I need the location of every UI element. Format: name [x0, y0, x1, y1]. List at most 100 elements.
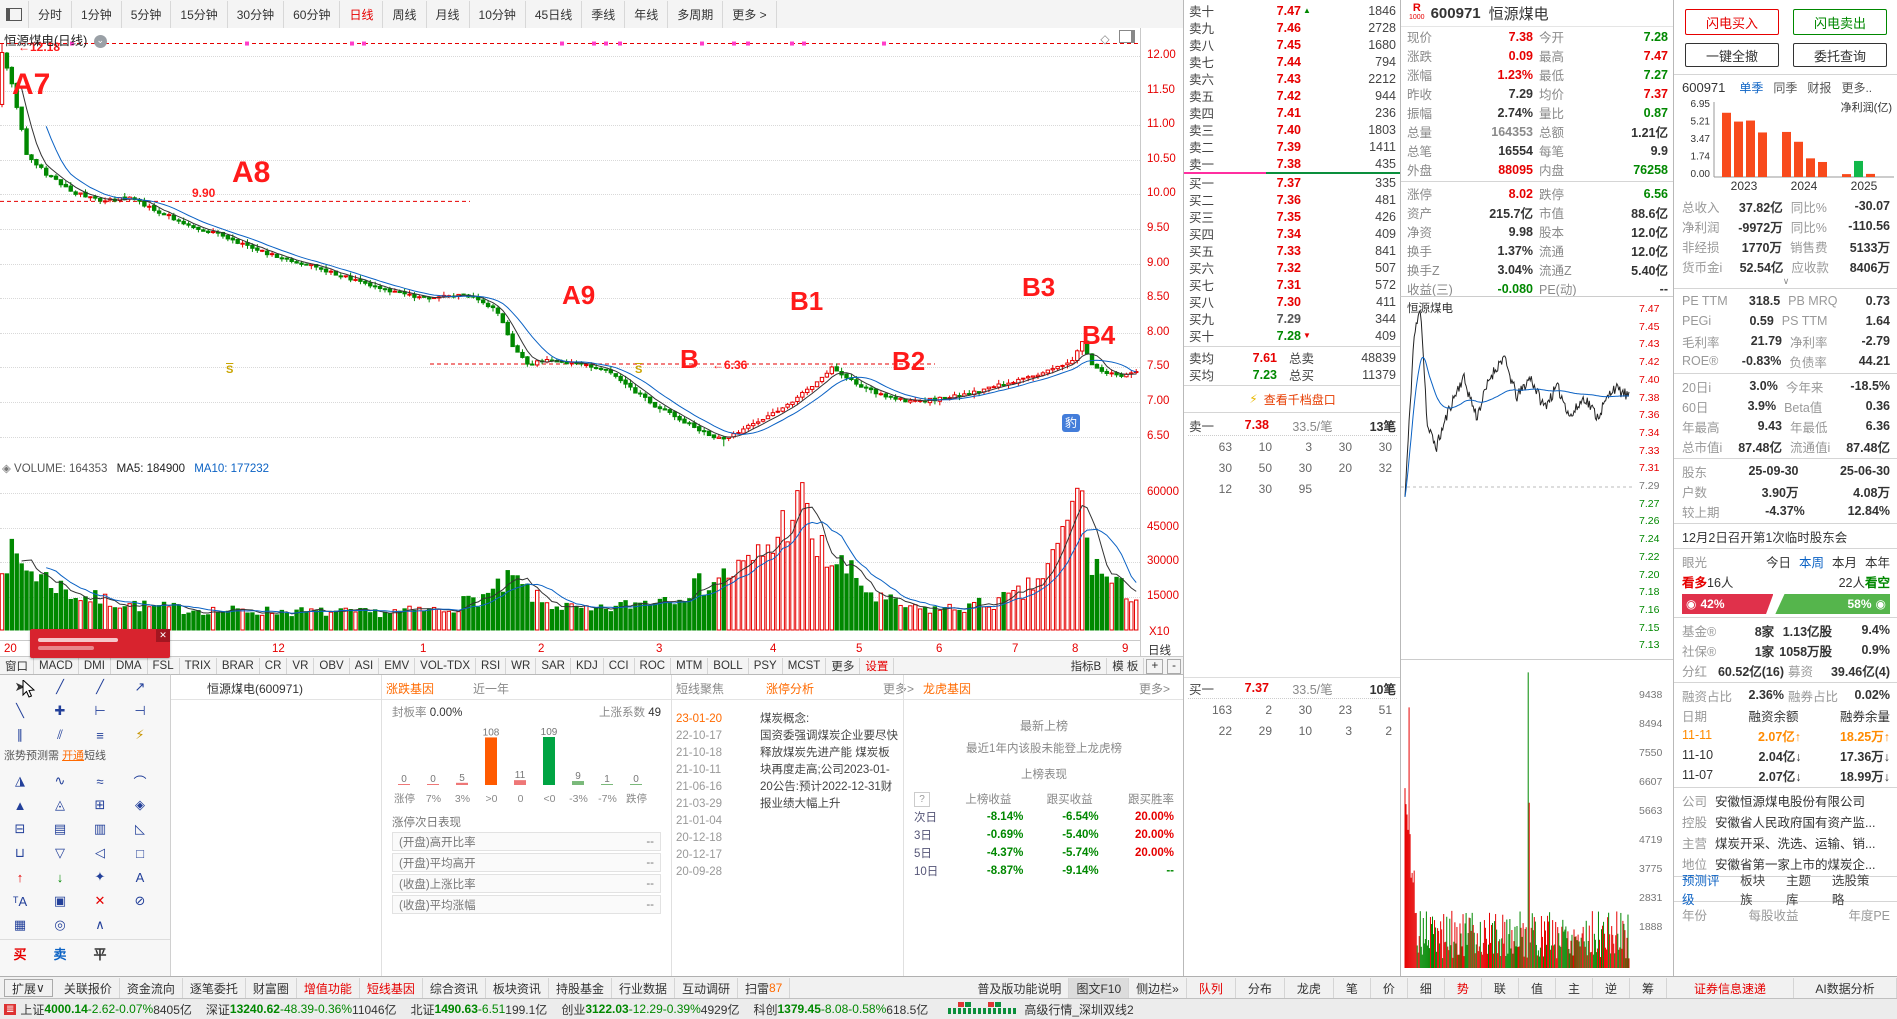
draw-tool-4-3[interactable]: ◈ [135, 797, 145, 812]
intraday-volume-canvas[interactable] [1401, 660, 1633, 974]
indicator-tab-OBV[interactable]: OBV [314, 657, 350, 675]
info-tab-AI数据分析[interactable]: AI数据分析 [1794, 977, 1897, 999]
period-tab-60分钟[interactable]: 60分钟 [284, 0, 341, 28]
period-tab-更多 >[interactable]: 更多 > [723, 0, 777, 28]
draw-tool-2-2[interactable]: ≡ [96, 727, 104, 743]
date-item[interactable]: 21-01-04 [676, 815, 723, 827]
period-tab-月线[interactable]: 月线 [427, 0, 470, 28]
orderbook-row-sell-2[interactable]: 卖八 7.45 1680 [1184, 36, 1401, 54]
draw-tool-2-1[interactable]: ⫽ [57, 727, 63, 742]
orderbook-row-buy-7[interactable]: 买八 7.30 411 [1184, 293, 1401, 311]
flash-buy-button[interactable]: 闪电买入 [1685, 9, 1779, 35]
link-主题库[interactable]: 主题库 [1786, 874, 1812, 907]
indicator-right-+[interactable]: + [1146, 658, 1164, 674]
close-icon[interactable]: ✕ [156, 629, 170, 642]
draw-tool-3-0[interactable]: ◮ [15, 773, 25, 788]
draw-tool-2-3[interactable]: ⚡ [135, 727, 145, 742]
sentiment-tab-本月[interactable]: 本月 [1831, 555, 1857, 570]
period-tab-5分钟[interactable]: 5分钟 [122, 0, 172, 28]
orderbook-row-buy-6[interactable]: 买七 7.31 572 [1184, 276, 1401, 294]
draw-tool-0-2[interactable]: ╱ [96, 679, 104, 694]
draw-tool-7-3[interactable]: A [135, 869, 145, 885]
view-tab-联[interactable]: 联 [1482, 977, 1519, 999]
bottom-tab-资金流向[interactable]: 资金流向 [120, 977, 183, 999]
indicator-tab-MCST[interactable]: MCST [783, 657, 827, 675]
indicator-tab-窗口[interactable]: 窗口 [0, 657, 34, 675]
diamond-icon[interactable]: ◇ [1100, 32, 1110, 46]
pane-icon[interactable] [1119, 30, 1135, 43]
view-tab-主[interactable]: 主 [1556, 977, 1593, 999]
indicator-tab-BRAR[interactable]: BRAR [217, 657, 260, 675]
draw-tool-8-2[interactable]: ✕ [94, 893, 106, 908]
intraday-mini-chart[interactable]: 恒源煤电 7.47 7.45 7.43 7.42 7.40 7.38 7.36 7.34 7.3… [1400, 296, 1674, 977]
draw-tool-7-2[interactable]: ✦ [94, 869, 106, 884]
draw-tool-6-0[interactable]: ⊔ [14, 845, 26, 860]
bottom-mid-普及版功能说明[interactable]: 普及版功能说明 [970, 977, 1070, 999]
date-item[interactable]: 21-10-18 [676, 747, 723, 759]
indicator-tab-DMI[interactable]: DMI [79, 657, 111, 675]
index-北证[interactable]: 北证 1490.63 -6.51 199.1亿 [411, 1001, 548, 1018]
date-item[interactable]: 20-09-28 [676, 866, 723, 878]
finance-tab-同季[interactable]: 同季 [1773, 80, 1798, 95]
link-板块族[interactable]: 板块族 [1740, 874, 1766, 907]
date-item[interactable]: 23-01-20 [676, 713, 723, 725]
bottom-tab-财富圈[interactable]: 财富圈 [246, 977, 297, 999]
view-tab-值[interactable]: 值 [1519, 977, 1556, 999]
view-tab-分布[interactable]: 分布 [1236, 977, 1285, 999]
thousand-depth-link[interactable]: ⚡ 查看千档盘口 [1184, 388, 1401, 410]
tab-recent-year[interactable]: 近一年 [473, 682, 510, 696]
indicator-right-指标B[interactable]: 指标B [1066, 657, 1108, 675]
shortline-more-link[interactable]: 更多> [883, 682, 915, 696]
open-shortline-link[interactable]: 开通 [62, 750, 85, 762]
view-tab-势[interactable]: 势 [1445, 977, 1482, 999]
finance-tab-财报[interactable]: 财报 [1807, 80, 1832, 95]
orderbook-row-sell-8[interactable]: 卖二 7.39 1411 [1184, 138, 1401, 156]
draw-tool-5-2[interactable]: ▥ [93, 821, 107, 836]
bottom-tab-关联报价[interactable]: 关联报价 [57, 977, 120, 999]
tab-shortline-focus[interactable]: 短线聚焦 [676, 682, 725, 696]
indicator-tab-CCI[interactable]: CCI [604, 657, 635, 675]
view-tab-笔[interactable]: 笔 [1334, 977, 1371, 999]
draw-tool-5-0[interactable]: ⊟ [14, 821, 26, 836]
indicator-tab-ASI[interactable]: ASI [350, 657, 380, 675]
view-tab-队列[interactable]: 队列 [1187, 977, 1236, 999]
indicator-tab-WR[interactable]: WR [506, 657, 537, 675]
view-tab-筹[interactable]: 筹 [1630, 977, 1667, 999]
period-tab-日线[interactable]: 日线 [340, 0, 384, 28]
draw-tool-8-1[interactable]: ▣ [53, 893, 67, 908]
period-tab-季线[interactable]: 季线 [582, 0, 626, 28]
view-tab-价[interactable]: 价 [1371, 977, 1408, 999]
index-创业[interactable]: 创业 3122.03 -12.29 -0.39% 4929亿 [561, 1001, 739, 1018]
indicator-right--[interactable]: - [1167, 658, 1181, 674]
draw-tool-3-3[interactable]: ⌒ [133, 774, 147, 790]
indicator-tab-设置[interactable]: 设置 [860, 657, 895, 675]
draw-tool-3-1[interactable]: ∿ [54, 773, 66, 788]
indicator-tab-MACD[interactable]: MACD [34, 657, 79, 675]
period-tab-1分钟[interactable]: 1分钟 [72, 0, 122, 28]
sentiment-tab-本周[interactable]: 本周 [1798, 555, 1824, 570]
bottom-tab-增值功能[interactable]: 增值功能 [297, 977, 360, 999]
indicator-tab-更多[interactable]: 更多 [826, 657, 861, 675]
tab-updown-gene[interactable]: 涨跌基因 [386, 682, 435, 696]
draw-tool-6-3[interactable]: □ [136, 845, 144, 861]
dragon-more-link[interactable]: 更多> [1139, 682, 1171, 696]
draw-tool-4-2[interactable]: ⊞ [94, 797, 106, 812]
tab-limitup-analysis[interactable]: 涨停分析 [766, 682, 815, 696]
bottom-mid-图文F10[interactable]: 图文F10 [1069, 977, 1130, 999]
stamp-tool-平[interactable]: 平 [93, 946, 107, 962]
indicator-tab-MTM[interactable]: MTM [671, 657, 709, 675]
bottom-tab-短线基因[interactable]: 短线基因 [360, 977, 423, 999]
link-选股策略[interactable]: 选股策略 [1831, 874, 1870, 907]
main-kline-chart[interactable]: 恒源煤电(日线) ⌄ ◇ 12.00 11.50 11.00 10.50 10.00 9.… [0, 28, 1183, 698]
sentiment-tab-本年[interactable]: 本年 [1864, 555, 1890, 570]
orderbook-row-sell-5[interactable]: 卖五 7.42 944 [1184, 87, 1401, 105]
draw-tool-1-0[interactable]: ╲ [16, 703, 24, 718]
orderbook-row-sell-6[interactable]: 卖四 7.41 236 [1184, 104, 1401, 122]
draw-tool-9-0[interactable]: ▦ [13, 917, 27, 932]
indicator-tab-CR[interactable]: CR [260, 657, 288, 675]
period-tab-30分钟[interactable]: 30分钟 [228, 0, 285, 28]
chevron-down-icon[interactable]: ⌄ [93, 35, 107, 49]
period-tab-45日线[interactable]: 45日线 [526, 0, 583, 28]
draw-tool-1-1[interactable]: ✚ [54, 703, 66, 718]
orderbook-row-buy-0[interactable]: 买一 7.37 335 [1184, 174, 1401, 192]
